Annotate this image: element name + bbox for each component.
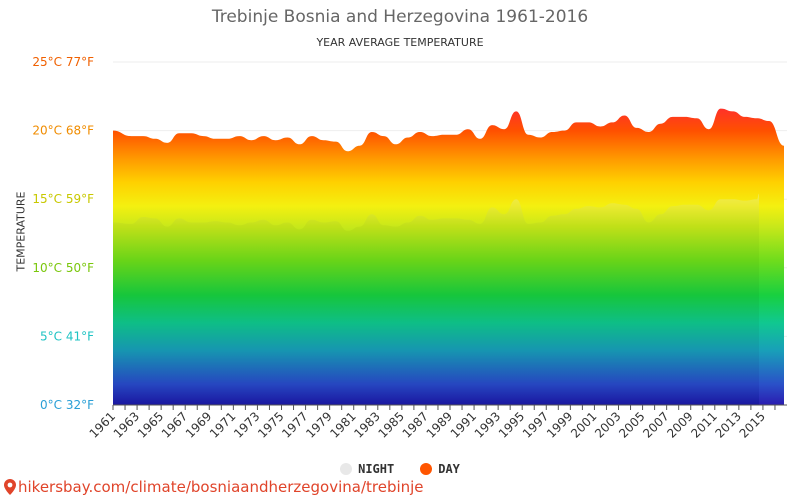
source-link[interactable]: hikersbay.com/climate/bosniaandherzegovi…	[4, 478, 424, 496]
x-tick-label: 1993	[472, 409, 503, 440]
night-series-area	[113, 193, 759, 405]
x-tick-label: 1981	[327, 409, 358, 440]
x-tick-label: 1961	[87, 409, 118, 440]
y-tick-label: 15°C 59°F	[32, 192, 94, 206]
x-tick-label: 1985	[375, 409, 406, 440]
x-tick-label: 2003	[592, 409, 623, 440]
legend-day-label: DAY	[438, 462, 460, 476]
x-tick-label: 1997	[520, 409, 551, 440]
x-tick-label: 2013	[712, 409, 743, 440]
legend-night[interactable]: NIGHT	[340, 462, 394, 476]
x-tick-label: 1975	[255, 409, 286, 440]
y-tick-label: 25°C 77°F	[32, 55, 94, 69]
x-tick-label: 2007	[640, 409, 671, 440]
source-text: hikersbay.com/climate/bosniaandherzegovi…	[18, 478, 424, 496]
x-tick-label: 1979	[303, 409, 334, 440]
x-tick-label: 1969	[183, 409, 214, 440]
legend-night-dot	[340, 463, 353, 475]
x-tick-label: 2001	[568, 409, 599, 440]
y-tick-label: 5°C 41°F	[40, 329, 94, 343]
x-tick-label: 1963	[111, 409, 142, 440]
chart-subtitle: YEAR AVERAGE TEMPERATURE	[316, 36, 484, 49]
x-tick-label: 1973	[231, 409, 262, 440]
x-tick-label: 1999	[544, 409, 575, 440]
y-tick-label: 0°C 32°F	[40, 398, 94, 412]
chart-legend: NIGHT DAY	[0, 462, 800, 476]
x-tick-label: 1965	[135, 409, 166, 440]
x-tick-label: 1995	[496, 409, 527, 440]
legend-day[interactable]: DAY	[420, 462, 460, 476]
y-tick-label: 20°C 68°F	[32, 124, 94, 138]
y-tick-label: 10°C 50°F	[32, 261, 94, 275]
legend-night-label: NIGHT	[358, 462, 395, 476]
x-tick-label: 2005	[616, 409, 647, 440]
x-tick-label: 1971	[207, 409, 238, 440]
x-tick-label: 1989	[424, 409, 455, 440]
x-tick-label: 2011	[688, 409, 719, 440]
x-tick-label: 2009	[664, 409, 695, 440]
chart-title: Trebinje Bosnia and Herzegovina 1961-201…	[211, 7, 589, 27]
x-tick-label: 1991	[448, 409, 479, 440]
legend-day-dot	[420, 463, 433, 475]
x-tick-label: 1983	[351, 409, 382, 440]
x-tick-label: 1987	[400, 409, 431, 440]
x-tick-label: 1967	[159, 409, 190, 440]
x-tick-label: 2015	[737, 409, 768, 440]
x-tick-label: 1977	[279, 409, 310, 440]
map-pin-icon	[4, 479, 16, 495]
temperature-chart: 0°C 32°F 5°C 41°F 10°C 50°F 15°C 59°F 20°C 6…	[32, 55, 787, 441]
